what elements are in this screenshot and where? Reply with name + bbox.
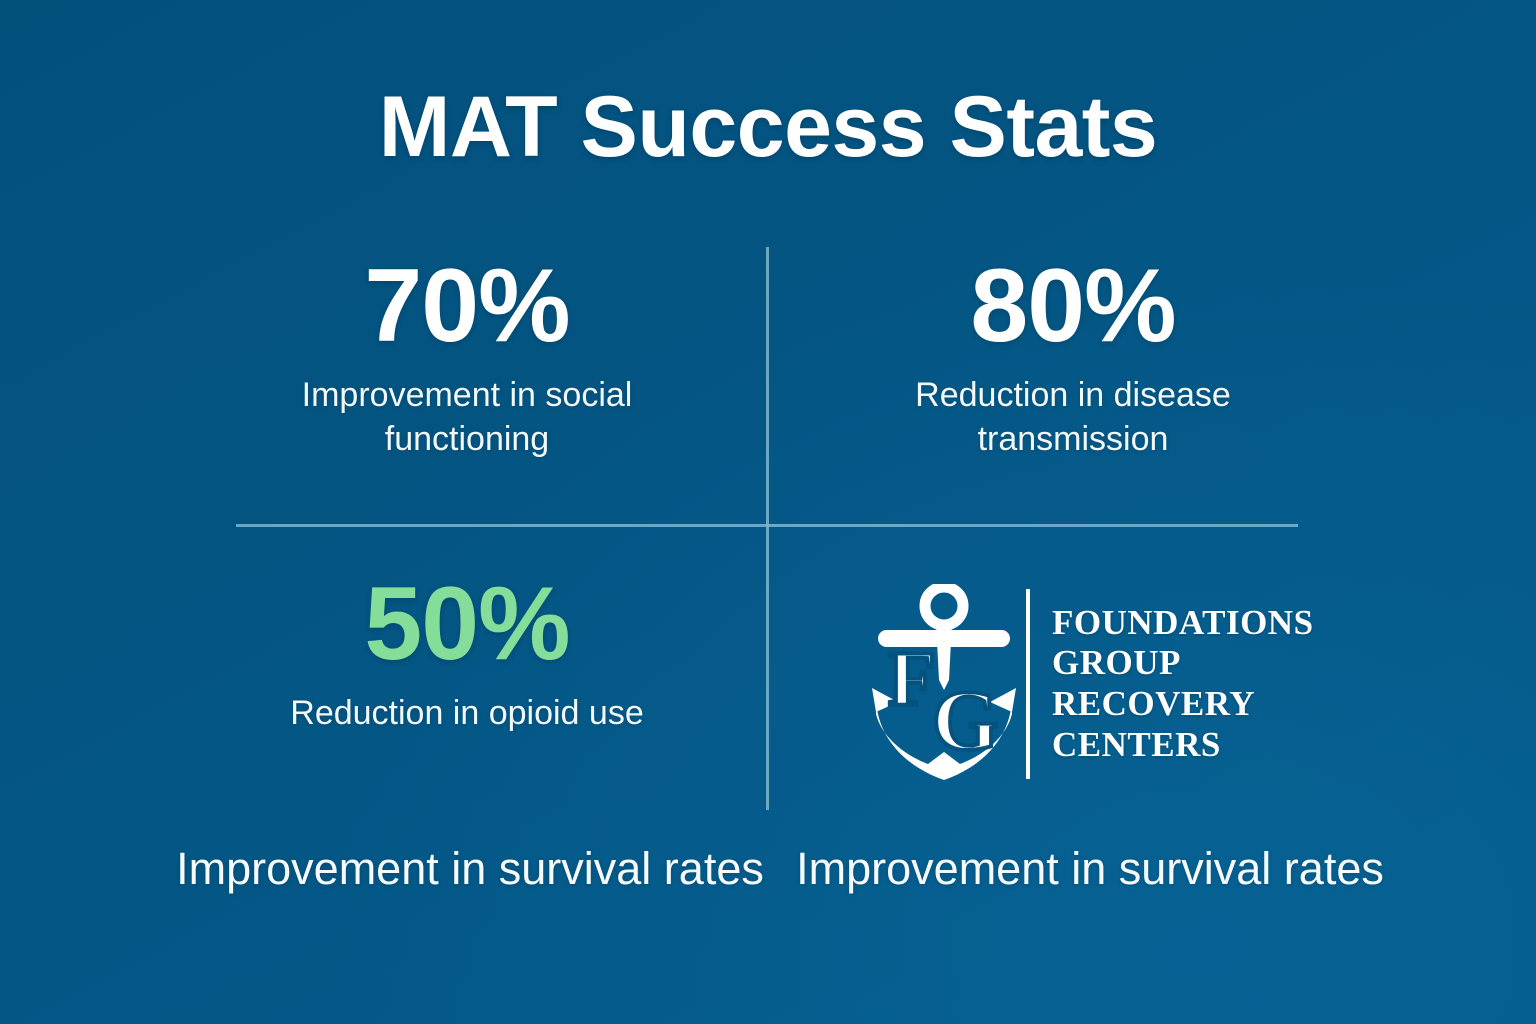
- logo-line-group: GROUP: [1052, 643, 1181, 683]
- stat-card-social-functioning: 70% Improvement in social functioning: [232, 254, 702, 461]
- stat-caption-opioid-use: Reduction in opioid use: [290, 694, 644, 732]
- logo-line-centers: CENTERS: [1052, 724, 1221, 764]
- monogram-letter-f: F: [886, 633, 938, 724]
- anchor-monogram: F G: [876, 633, 1016, 770]
- stat-value-opioid-use: 50%: [364, 566, 570, 682]
- stat-caption-disease-transmission: Reduction in disease transmission: [915, 376, 1231, 458]
- stat-caption-social-functioning: Improvement in social functioning: [301, 376, 633, 458]
- bottom-caption-left: Improvement in survival rates: [176, 843, 764, 894]
- anchor-icon: [872, 584, 1016, 780]
- divider-horizontal: [236, 524, 1298, 527]
- logo-divider-rule: [1026, 589, 1030, 779]
- brand-logo: F G FOUNDATIONS GROUP RECOVERY CENTERS: [870, 578, 1330, 790]
- stat-card-opioid-use: 50% Reduction in opioid use: [232, 572, 702, 736]
- logo-wordmark: FOUNDATIONS GROUP RECOVERY CENTERS: [1052, 603, 1314, 765]
- logo-line-recovery: RECOVERY: [1052, 684, 1256, 723]
- monogram-letter-g: G: [930, 670, 1001, 770]
- logo-line-foundations: FOUNDATIONS: [1052, 602, 1314, 642]
- bottom-caption-right: Improvement in survival rates: [796, 843, 1384, 894]
- page-title: MAT Success Stats: [378, 79, 1158, 175]
- stat-value-social-functioning: 70%: [364, 248, 570, 364]
- divider-vertical: [766, 247, 769, 810]
- stat-value-disease-transmission: 80%: [970, 248, 1176, 364]
- stat-card-disease-transmission: 80% Reduction in disease transmission: [838, 254, 1308, 461]
